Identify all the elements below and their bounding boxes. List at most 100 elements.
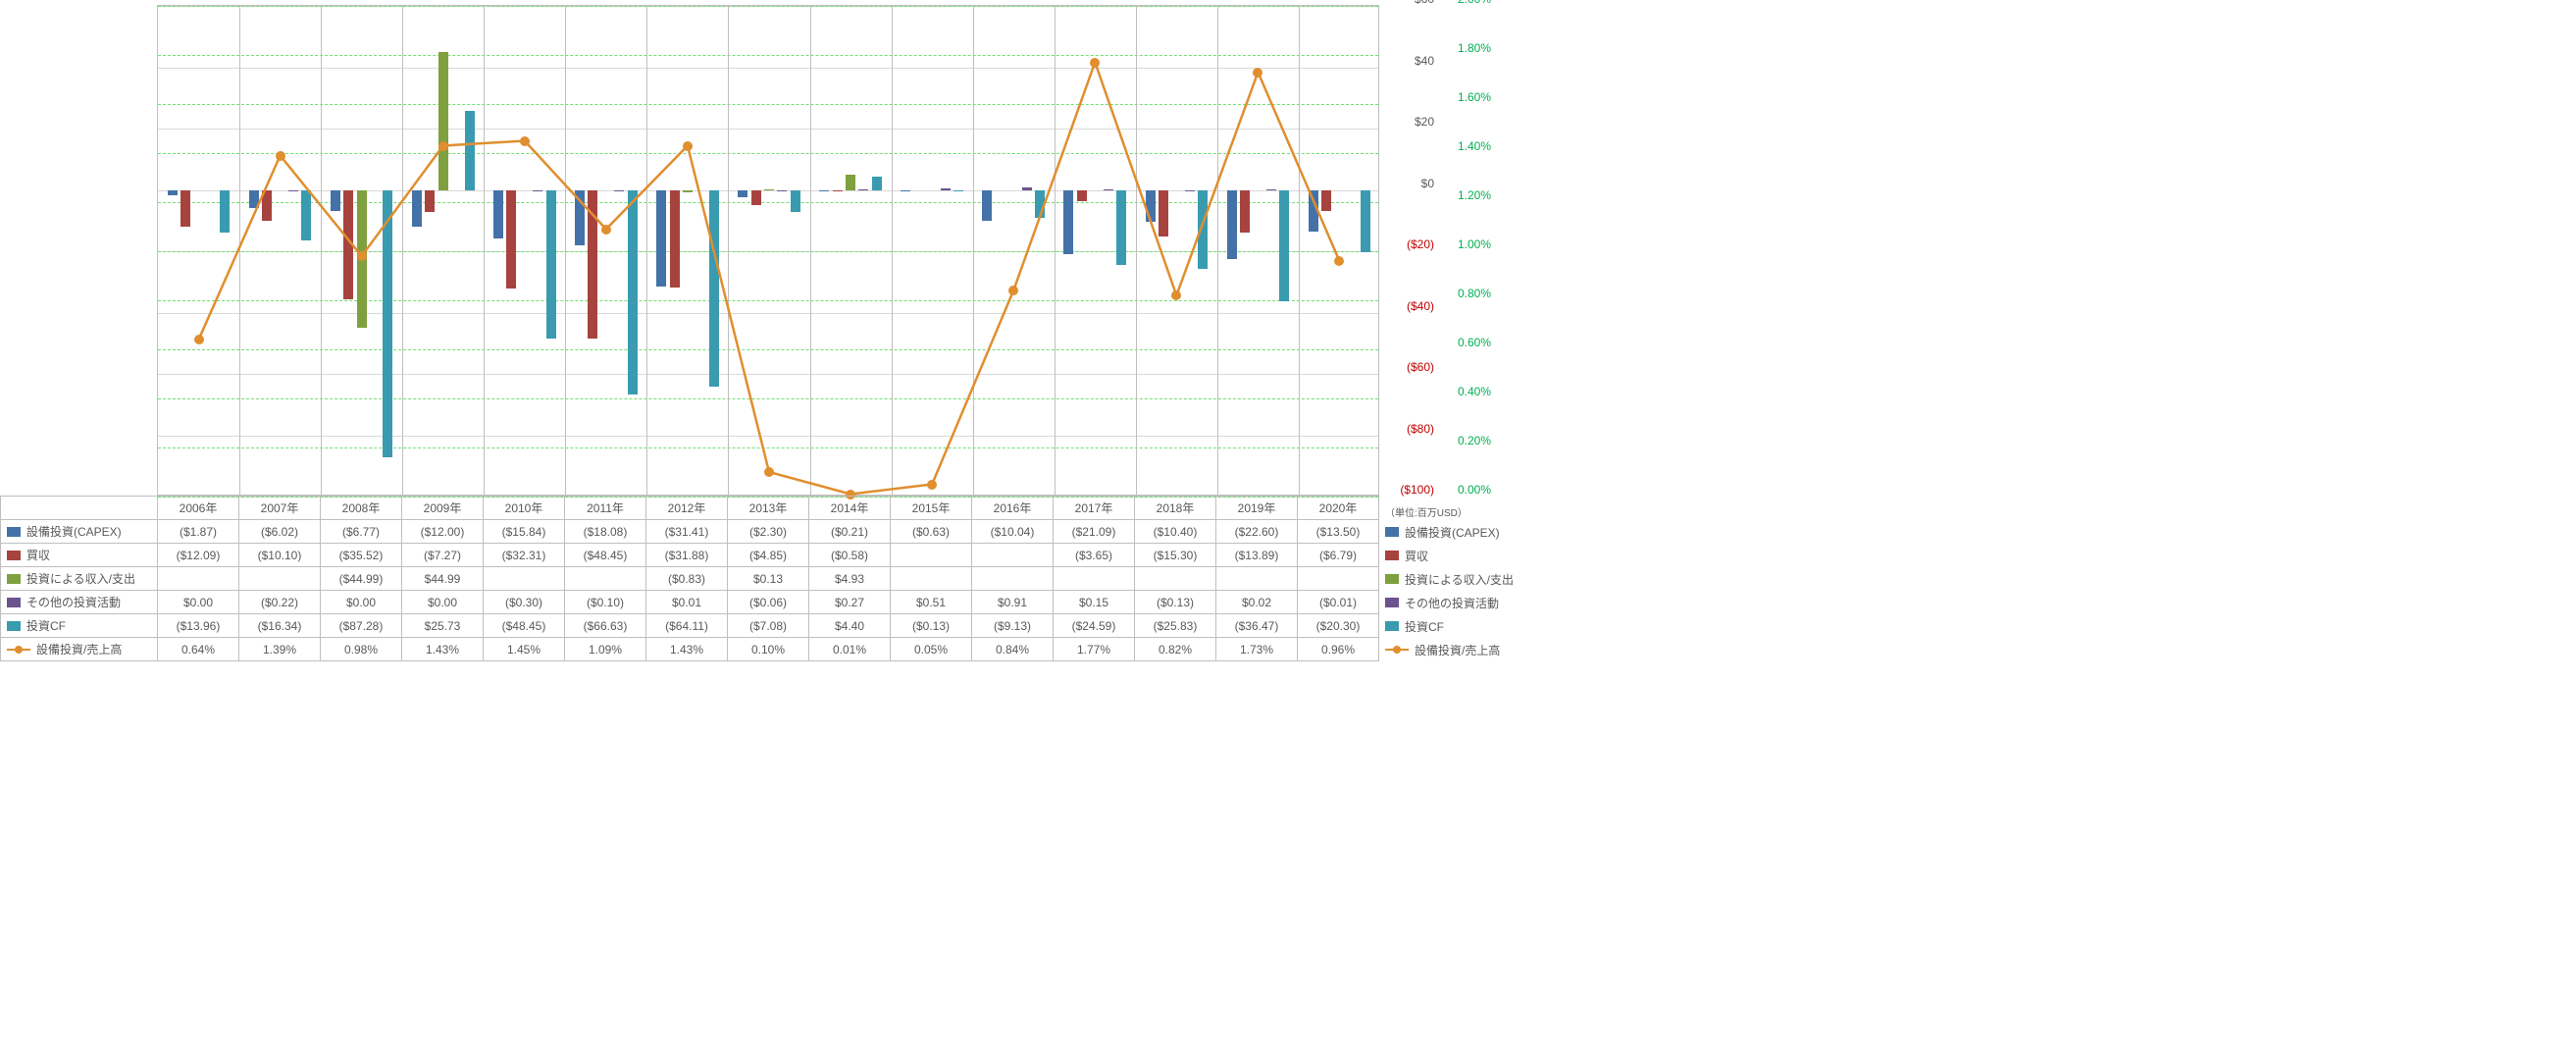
ratio-marker — [1008, 286, 1018, 295]
y1-tick-label: ($20) — [1385, 237, 1434, 251]
ratio-marker — [927, 480, 937, 490]
table-cell: $0.00 — [321, 591, 402, 614]
table-cell: ($12.00) — [402, 520, 484, 544]
table-cell: $4.40 — [809, 614, 891, 638]
table-cell: ($0.83) — [646, 567, 728, 591]
table-cell — [1216, 567, 1298, 591]
category-header: 2013年 — [728, 497, 809, 520]
table-cell: $44.99 — [402, 567, 484, 591]
category-header: 2006年 — [158, 497, 239, 520]
category-header: 2018年 — [1135, 497, 1216, 520]
table-cell: ($0.10) — [565, 591, 646, 614]
legend-item-capex: 設備投資(CAPEX) — [1385, 520, 1581, 544]
table-cell: ($36.47) — [1216, 614, 1298, 638]
y2-tick-label: 0.60% — [1437, 336, 1491, 349]
ratio-marker — [1253, 68, 1262, 78]
legend-item-ratio: 設備投資/売上高 — [1385, 638, 1581, 661]
table-cell — [972, 567, 1054, 591]
table-cell: ($0.01) — [1298, 591, 1379, 614]
table-cell: ($1.87) — [158, 520, 239, 544]
table-cell: ($64.11) — [646, 614, 728, 638]
table-cell: ($12.09) — [158, 544, 239, 567]
table-cell: ($0.13) — [1135, 591, 1216, 614]
table-cell: ($31.88) — [646, 544, 728, 567]
table-cell: ($16.34) — [239, 614, 321, 638]
table-cell: ($10.04) — [972, 520, 1054, 544]
ratio-marker — [1171, 290, 1181, 300]
y1-tick-label: $20 — [1385, 115, 1434, 129]
category-header: 2011年 — [565, 497, 646, 520]
table-cell: $0.01 — [646, 591, 728, 614]
table-cell: ($7.08) — [728, 614, 809, 638]
unit-label: （単位:百万USD） — [1385, 504, 1468, 519]
table-cell: ($15.30) — [1135, 544, 1216, 567]
table-cell: $0.00 — [402, 591, 484, 614]
table-cell: 1.43% — [646, 638, 728, 661]
table-cell: ($44.99) — [321, 567, 402, 591]
table-cell: 1.09% — [565, 638, 646, 661]
y2-tick-label: 1.20% — [1437, 188, 1491, 202]
table-cell: ($0.22) — [239, 591, 321, 614]
table-cell — [565, 567, 646, 591]
table-cell: ($9.13) — [972, 614, 1054, 638]
y2-tick-label: 1.00% — [1437, 237, 1491, 251]
ratio-marker — [357, 251, 367, 261]
legend-item-other: その他の投資活動 — [1385, 591, 1581, 614]
ratio-marker — [764, 467, 774, 477]
table-cell — [158, 567, 239, 591]
table-cell: ($22.60) — [1216, 520, 1298, 544]
table-cell: ($24.59) — [1054, 614, 1135, 638]
table-cell: $25.73 — [402, 614, 484, 638]
table-cell: ($48.45) — [484, 614, 565, 638]
table-cell: ($6.02) — [239, 520, 321, 544]
table-cell: ($0.06) — [728, 591, 809, 614]
legend-item-invest_cf: 投資CF — [1385, 614, 1581, 638]
ratio-marker — [438, 141, 448, 151]
table-cell: 1.43% — [402, 638, 484, 661]
ratio-marker — [1090, 58, 1100, 68]
category-header: 2020年 — [1298, 497, 1379, 520]
table-cell — [239, 567, 321, 591]
legend-item-invest_income: 投資による収入/支出 — [1385, 567, 1581, 591]
table-cell — [972, 544, 1054, 567]
table-cell: ($15.84) — [484, 520, 565, 544]
table-cell: ($10.40) — [1135, 520, 1216, 544]
y2-tick-label: 0.20% — [1437, 434, 1491, 447]
table-cell: ($0.13) — [891, 614, 972, 638]
table-cell: 0.01% — [809, 638, 891, 661]
table-cell: ($10.10) — [239, 544, 321, 567]
y2-tick-label: 1.60% — [1437, 90, 1491, 104]
table-cell: 0.84% — [972, 638, 1054, 661]
y1-tick-label: ($60) — [1385, 360, 1434, 374]
table-cell: $0.91 — [972, 591, 1054, 614]
table-cell: 1.73% — [1216, 638, 1298, 661]
y2-tick-label: 2.00% — [1437, 0, 1491, 6]
category-header: 2007年 — [239, 497, 321, 520]
table-cell: ($2.30) — [728, 520, 809, 544]
table-cell: 0.82% — [1135, 638, 1216, 661]
table-cell: ($66.63) — [565, 614, 646, 638]
table-cell: ($31.41) — [646, 520, 728, 544]
table-cell: $0.27 — [809, 591, 891, 614]
table-cell: ($32.31) — [484, 544, 565, 567]
table-cell: ($0.21) — [809, 520, 891, 544]
y2-tick-label: 0.40% — [1437, 385, 1491, 398]
legend-item-acquisition: 買収 — [1385, 544, 1581, 567]
series-label-invest_income: 投資による収入/支出 — [1, 567, 158, 591]
y1-axis-labels: $60$40$20$0($20)($40)($60)($80)($100) — [1385, 0, 1434, 500]
right-legend: 設備投資(CAPEX)買収投資による収入/支出その他の投資活動投資CF設備投資/… — [1385, 520, 1581, 661]
table-cell: ($6.79) — [1298, 544, 1379, 567]
series-label-other: その他の投資活動 — [1, 591, 158, 614]
data-table: 2006年2007年2008年2009年2010年2011年2012年2013年… — [0, 496, 1379, 661]
table-cell: 0.05% — [891, 638, 972, 661]
table-cell: 1.39% — [239, 638, 321, 661]
table-cell: ($4.85) — [728, 544, 809, 567]
table-cell: $0.51 — [891, 591, 972, 614]
table-cell: 1.77% — [1054, 638, 1135, 661]
y1-tick-label: ($100) — [1385, 483, 1434, 497]
category-header: 2019年 — [1216, 497, 1298, 520]
table-cell: ($20.30) — [1298, 614, 1379, 638]
ratio-marker — [683, 141, 693, 151]
table-cell: ($3.65) — [1054, 544, 1135, 567]
table-cell: ($35.52) — [321, 544, 402, 567]
